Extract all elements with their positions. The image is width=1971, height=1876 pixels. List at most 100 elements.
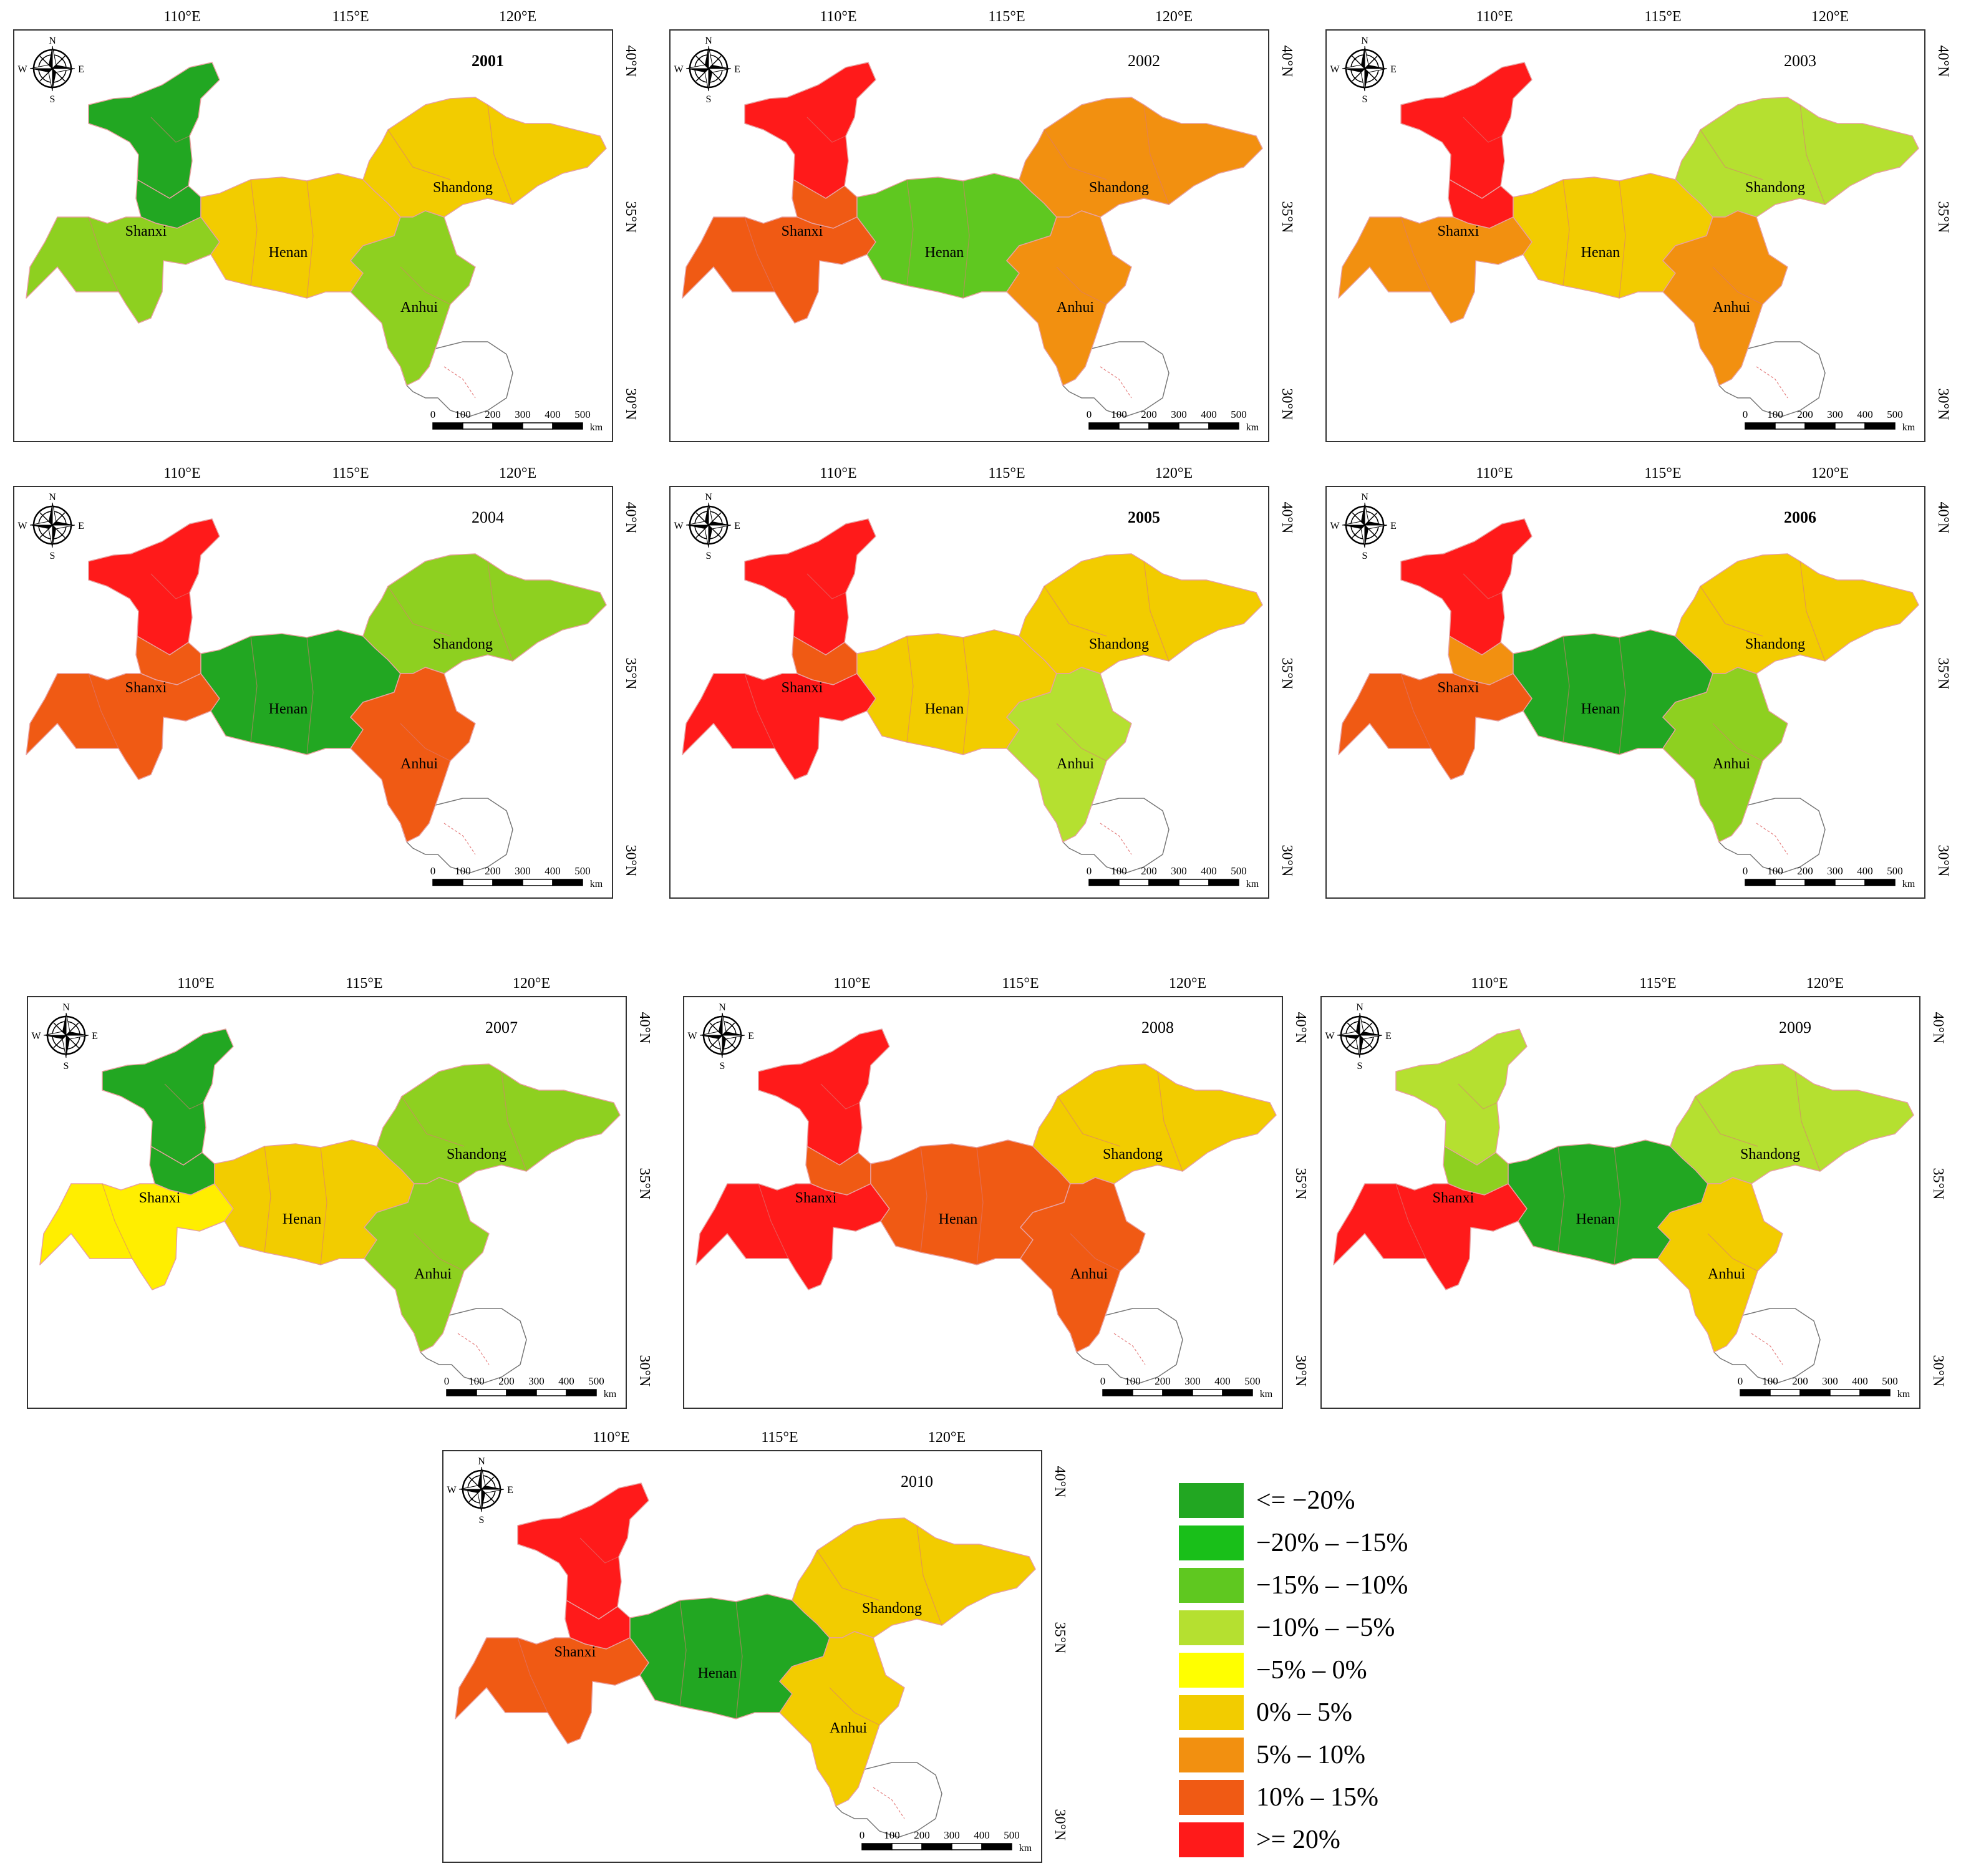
legend-label: <= −20% [1256,1486,1355,1515]
legend-swatch [1179,1483,1244,1518]
lon-label: 120°E [928,1429,966,1446]
region-anhui [1662,210,1788,386]
lon-label: 115°E [988,9,1025,25]
region-anhui [1662,667,1788,843]
svg-text:100: 100 [1767,865,1783,877]
lon-label: 110°E [1476,9,1513,25]
svg-text:300: 300 [1171,865,1187,877]
province-label-shandong: Shandong [447,1146,506,1163]
svg-text:300: 300 [1827,409,1843,420]
region-anhui [350,667,476,843]
svg-text:E: E [748,1031,754,1042]
svg-text:0: 0 [1087,865,1092,877]
legend-label: −15% – −10% [1256,1571,1408,1600]
svg-text:0: 0 [1743,865,1748,877]
lat-label: 40°N [1930,1012,1946,1044]
lon-label: 110°E [820,9,856,25]
province-label-shanxi: Shanxi [139,1190,181,1206]
province-label-shandong: Shandong [1740,1146,1800,1163]
province-label-anhui: Anhui [1057,299,1094,316]
svg-text:500: 500 [1244,1375,1261,1387]
svg-text:500: 500 [588,1375,604,1387]
province-label-shanxi: Shanxi [1438,223,1479,239]
svg-text:S: S [64,1061,69,1071]
lat-label: 35°N [636,1168,652,1200]
svg-text:0: 0 [444,1375,450,1387]
region-anhui [779,1631,905,1807]
svg-text:300: 300 [515,865,531,877]
lat-label: 30°N [1279,389,1295,420]
lat-label: 35°N [1279,201,1295,233]
svg-text:100: 100 [1125,1375,1141,1387]
province-label-shanxi: Shanxi [1433,1190,1475,1206]
svg-text:400: 400 [558,1375,574,1387]
svg-text:N: N [1361,36,1368,46]
province-label-shanxi: Shanxi [125,680,167,696]
svg-text:100: 100 [455,865,471,877]
svg-text:S: S [479,1515,485,1525]
svg-text:N: N [1361,492,1368,503]
svg-text:500: 500 [1004,1829,1020,1841]
svg-text:S: S [50,94,56,105]
map-svg: 110°E 115°E 120°E 40°N 35°N 30°N Shanxi Henan Sh… [13,9,639,442]
lat-label: 30°N [1292,1355,1309,1387]
lat-label: 30°N [622,845,639,877]
lon-label: 115°E [1639,975,1676,992]
lat-label: 35°N [622,201,639,233]
svg-text:km: km [1902,422,1915,433]
lon-label: 110°E [1476,465,1513,481]
svg-text:400: 400 [1201,865,1217,877]
lat-label: 30°N [1935,389,1951,420]
legend-swatch [1179,1568,1244,1603]
province-label-anhui: Anhui [400,299,438,316]
map-svg: 110°E 115°E 120°E 40°N 35°N 30°N Shanxi Henan Sh… [669,9,1295,442]
legend-swatch [1179,1780,1244,1815]
legend-swatch [1179,1738,1244,1772]
map-panel-2009: 110°E 115°E 120°E 40°N 35°N 30°N Shanxi Henan Sh… [1320,975,1946,1409]
svg-text:200: 200 [1141,409,1157,420]
legend-label: 5% – 10% [1256,1741,1365,1769]
svg-text:S: S [50,551,56,561]
scale-bar: 0 100 200 300 400 500 km [1743,865,1915,889]
svg-text:400: 400 [1852,1375,1868,1387]
lat-label: 40°N [1292,1012,1309,1044]
lon-label: 110°E [593,1429,629,1446]
province-label-shanxi: Shanxi [795,1190,837,1206]
legend-item-4: −10% – −5% [1179,1610,1491,1645]
lat-label: 40°N [1279,502,1295,534]
province-label-anhui: Anhui [830,1720,867,1736]
lon-label: 115°E [1644,465,1681,481]
legend-item-2: −20% – −15% [1179,1525,1491,1560]
svg-text:100: 100 [1767,409,1783,420]
province-label-shanxi: Shanxi [782,223,823,239]
lat-label: 30°N [1930,1355,1946,1387]
province-label-anhui: Anhui [414,1266,452,1282]
svg-text:W: W [17,64,27,75]
svg-text:200: 200 [485,409,501,420]
legend-swatch [1179,1653,1244,1688]
province-label-shandong: Shandong [1103,1146,1163,1163]
legend-item-5: −5% – 0% [1179,1653,1491,1688]
map-panel-2004: 110°E 115°E 120°E 40°N 35°N 30°N Shanxi Henan Sh… [13,465,639,899]
province-label-shandong: Shandong [1745,636,1805,652]
lat-label: 30°N [1935,845,1951,877]
region-anhui [1006,667,1132,843]
lat-label: 35°N [1935,201,1951,233]
compass-icon: N S W E [1325,1002,1391,1071]
svg-text:N: N [49,36,56,46]
map-svg: 110°E 115°E 120°E 40°N 35°N 30°N Shanxi Henan Sh… [1325,9,1951,442]
legend-swatch [1179,1695,1244,1730]
svg-text:400: 400 [1214,1375,1231,1387]
province-label-shanxi: Shanxi [554,1644,596,1660]
svg-text:0: 0 [1738,1375,1743,1387]
province-label-henan: Henan [1581,244,1620,261]
svg-text:500: 500 [1231,865,1247,877]
legend-label: 0% – 5% [1256,1698,1352,1727]
svg-text:km: km [590,422,603,433]
svg-text:S: S [1362,551,1368,561]
svg-text:400: 400 [974,1829,990,1841]
svg-text:W: W [1325,1031,1335,1042]
lon-label: 120°E [1811,465,1849,481]
svg-text:0: 0 [1100,1375,1106,1387]
svg-text:E: E [734,64,740,75]
